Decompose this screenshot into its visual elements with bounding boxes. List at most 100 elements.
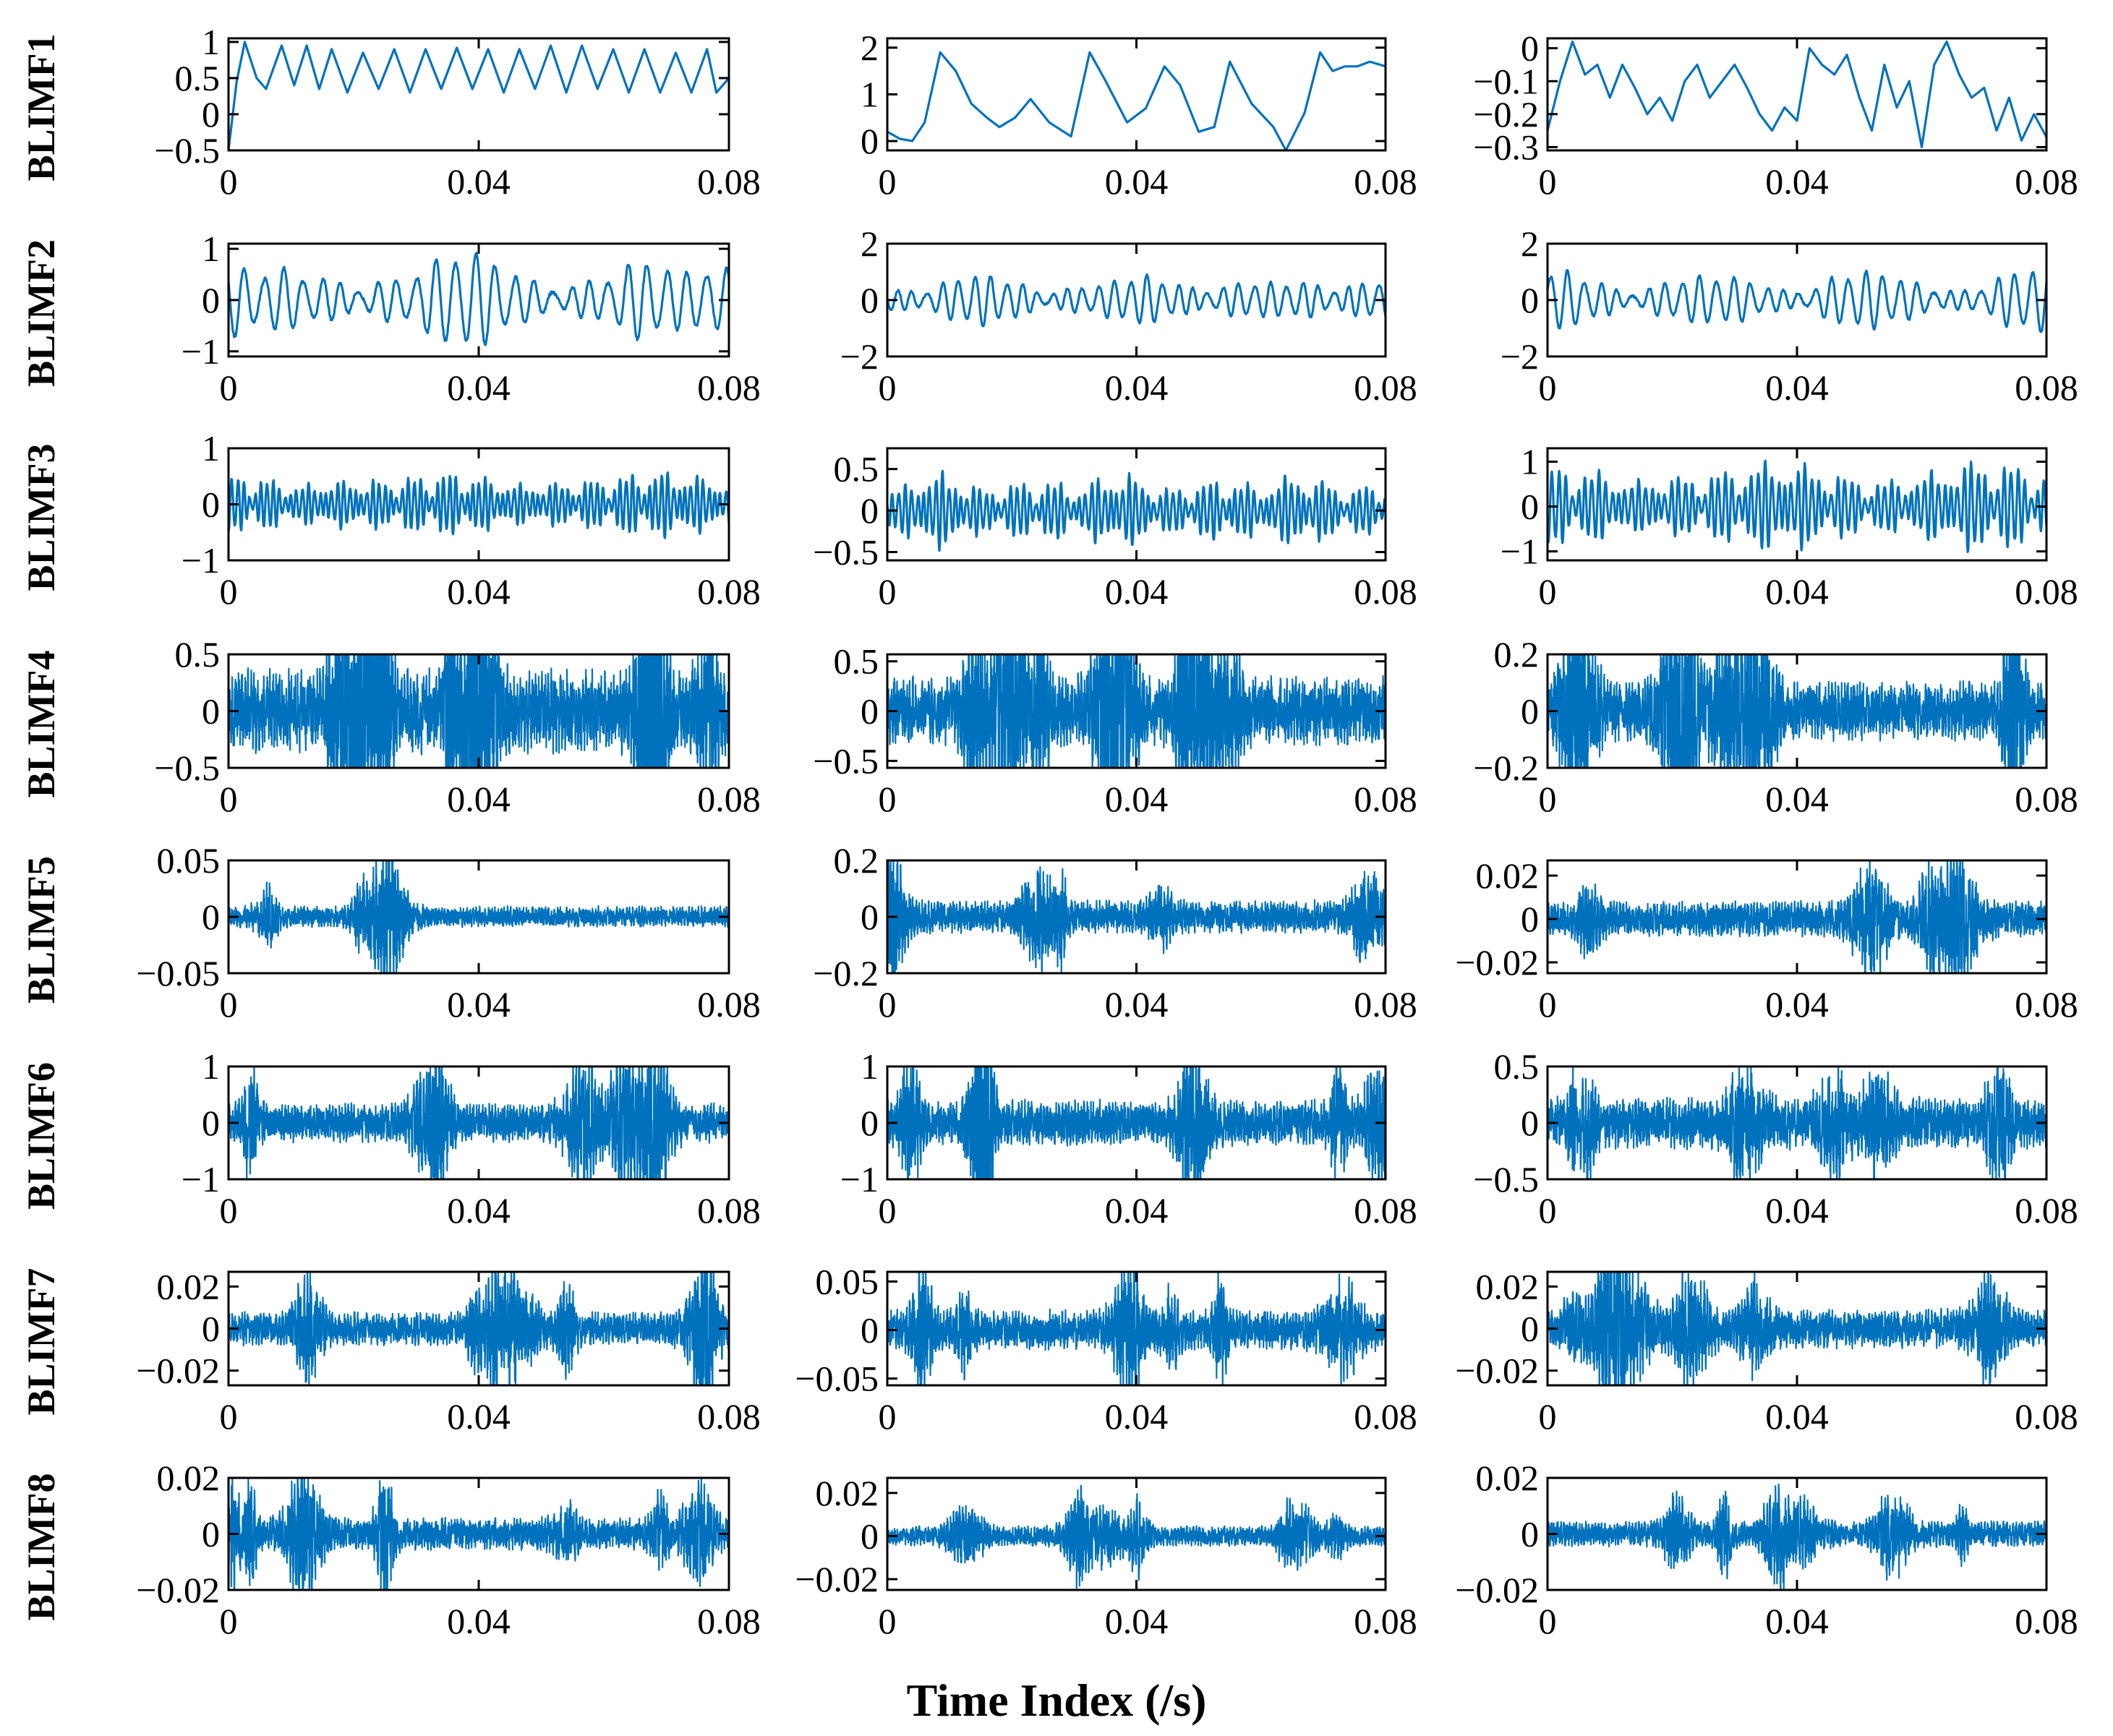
blimf-row: BLIMF5 0.050−0.050 0.04 0.080.20−0.20 0.04 0.… [20, 840, 2078, 1025]
row-label: BLIMF4 [20, 650, 63, 798]
x-axis-title: Time Index (/s) [907, 1675, 1207, 1726]
y-tick-label: 1 [202, 1046, 220, 1087]
y-tick-label: −1 [1501, 531, 1539, 572]
x-tick-label: 0.04 [1765, 161, 1829, 202]
y-tick-label: 0.02 [157, 1266, 221, 1307]
signal-trace [887, 860, 1386, 973]
x-tick-label: 0 [1539, 984, 1557, 1025]
subplot: 2 1 00 0.04 0.08 [861, 27, 1417, 202]
subplot: 0.50−0.50 0.04 0.08 [1473, 1046, 2078, 1231]
subplot: 0.20−0.20 0.04 0.08 [813, 840, 1417, 1025]
subplot: 0.020−0.020 0.04 0.08 [1455, 1458, 2078, 1641]
y-tick-label: −0.05 [795, 1359, 879, 1399]
y-tick-label: 1 [202, 22, 220, 62]
row-label: BLIMF3 [20, 443, 63, 591]
y-tick-label: 1 [202, 428, 220, 469]
signal-trace [229, 252, 729, 346]
x-tick-label: 0.04 [1765, 1190, 1829, 1231]
y-tick-label: 0 [202, 1514, 220, 1555]
x-tick-label: 0 [220, 161, 238, 202]
x-tick-label: 0.08 [1354, 984, 1417, 1025]
subplot: 0−0.1−0.2−0.30 0.04 0.08 [1473, 28, 2078, 202]
subplot: 0.020−0.020 0.04 0.08 [136, 1458, 760, 1641]
y-tick-label: 0 [861, 1103, 879, 1143]
y-tick-label: 0 [861, 280, 879, 320]
y-tick-label: 0.02 [1476, 855, 1540, 896]
y-tick-label: 0 [202, 691, 220, 732]
y-tick-label: 0.5 [175, 58, 221, 98]
x-tick-label: 0.08 [697, 161, 761, 202]
y-tick-label: −0.05 [136, 953, 220, 993]
y-tick-label: −2 [1501, 336, 1539, 377]
x-tick-label: 0.04 [1765, 367, 1829, 408]
y-tick-label: 0.02 [1476, 1458, 1540, 1498]
x-tick-label: 0.04 [1765, 779, 1829, 819]
y-tick-label: 0.05 [816, 1261, 879, 1301]
signal-trace [229, 471, 729, 539]
signal-trace [229, 1066, 729, 1179]
x-tick-label: 0 [879, 1190, 897, 1231]
x-tick-label: 0 [220, 367, 238, 408]
y-tick-label: −2 [840, 336, 879, 377]
x-tick-label: 0.08 [1354, 571, 1417, 612]
x-tick-label: 0.04 [447, 984, 511, 1025]
x-tick-label: 0.08 [2015, 1601, 2078, 1641]
y-tick-label: 0 [1521, 1514, 1539, 1555]
signal-trace [887, 51, 1386, 150]
x-tick-label: 0 [879, 1396, 897, 1437]
x-tick-label: 0.04 [1105, 779, 1169, 819]
y-tick-label: 0.2 [1494, 634, 1540, 675]
y-tick-label: 0 [1521, 1309, 1539, 1349]
y-tick-label: 0 [1521, 1103, 1539, 1143]
y-tick-label: 1 [861, 74, 879, 115]
x-tick-label: 0 [1539, 571, 1557, 612]
subplot: 20−20 0.04 0.08 [840, 223, 1417, 408]
signal-trace [1548, 40, 2046, 148]
y-tick-label: 0 [202, 280, 220, 320]
x-tick-label: 0 [879, 571, 897, 612]
signal-trace [1548, 1272, 2046, 1385]
signal-trace [229, 40, 729, 150]
x-tick-label: 0 [220, 1190, 238, 1231]
y-tick-label: −1 [182, 1159, 220, 1200]
y-tick-label: −0.02 [136, 1570, 220, 1610]
y-tick-label: 0.2 [834, 840, 879, 881]
subplot: 0.20−0.20 0.04 0.08 [1473, 634, 2078, 819]
y-tick-label: −1 [182, 540, 220, 581]
signal-trace [887, 654, 1386, 768]
x-tick-label: 0.04 [447, 1190, 511, 1231]
x-tick-label: 0.08 [697, 367, 761, 408]
signal-trace [1548, 269, 2046, 333]
x-tick-label: 0.08 [2015, 1190, 2078, 1231]
y-tick-label: 0 [861, 691, 879, 732]
y-tick-label: 0.5 [834, 449, 879, 489]
y-tick-label: 0.02 [816, 1473, 879, 1513]
x-tick-label: 0.04 [447, 1601, 511, 1641]
y-tick-label: 1 [1521, 442, 1539, 482]
x-tick-label: 0.08 [1354, 161, 1417, 202]
x-tick-label: 0.04 [1105, 367, 1169, 408]
signal-trace [229, 860, 729, 973]
x-tick-label: 0.08 [697, 779, 761, 819]
y-tick-label: −0.02 [795, 1559, 879, 1599]
signal-trace [1548, 860, 2046, 973]
subplot: 1 0−10 0.04 0.08 [1501, 442, 2078, 612]
y-tick-label: 0.05 [157, 840, 221, 881]
subplot: 0.020−0.020 0.04 0.08 [1455, 855, 2078, 1025]
x-tick-label: 0.08 [1354, 367, 1417, 408]
x-tick-label: 0 [1539, 1396, 1557, 1437]
y-tick-label: 0.02 [1476, 1266, 1540, 1307]
x-tick-label: 0.08 [697, 1190, 761, 1231]
x-tick-label: 0.04 [1765, 1396, 1829, 1437]
y-tick-label: −0.02 [1455, 1570, 1539, 1610]
y-tick-label: −0.1 [1473, 61, 1539, 101]
y-tick-label: −0.02 [136, 1351, 220, 1391]
x-tick-label: 0.04 [1765, 1601, 1829, 1641]
subplot: 0.50−0.50 0.04 0.08 [813, 641, 1417, 819]
y-tick-label: −0.5 [154, 748, 220, 788]
x-tick-label: 0.08 [1354, 1396, 1417, 1437]
y-tick-label: −0.2 [813, 953, 879, 993]
